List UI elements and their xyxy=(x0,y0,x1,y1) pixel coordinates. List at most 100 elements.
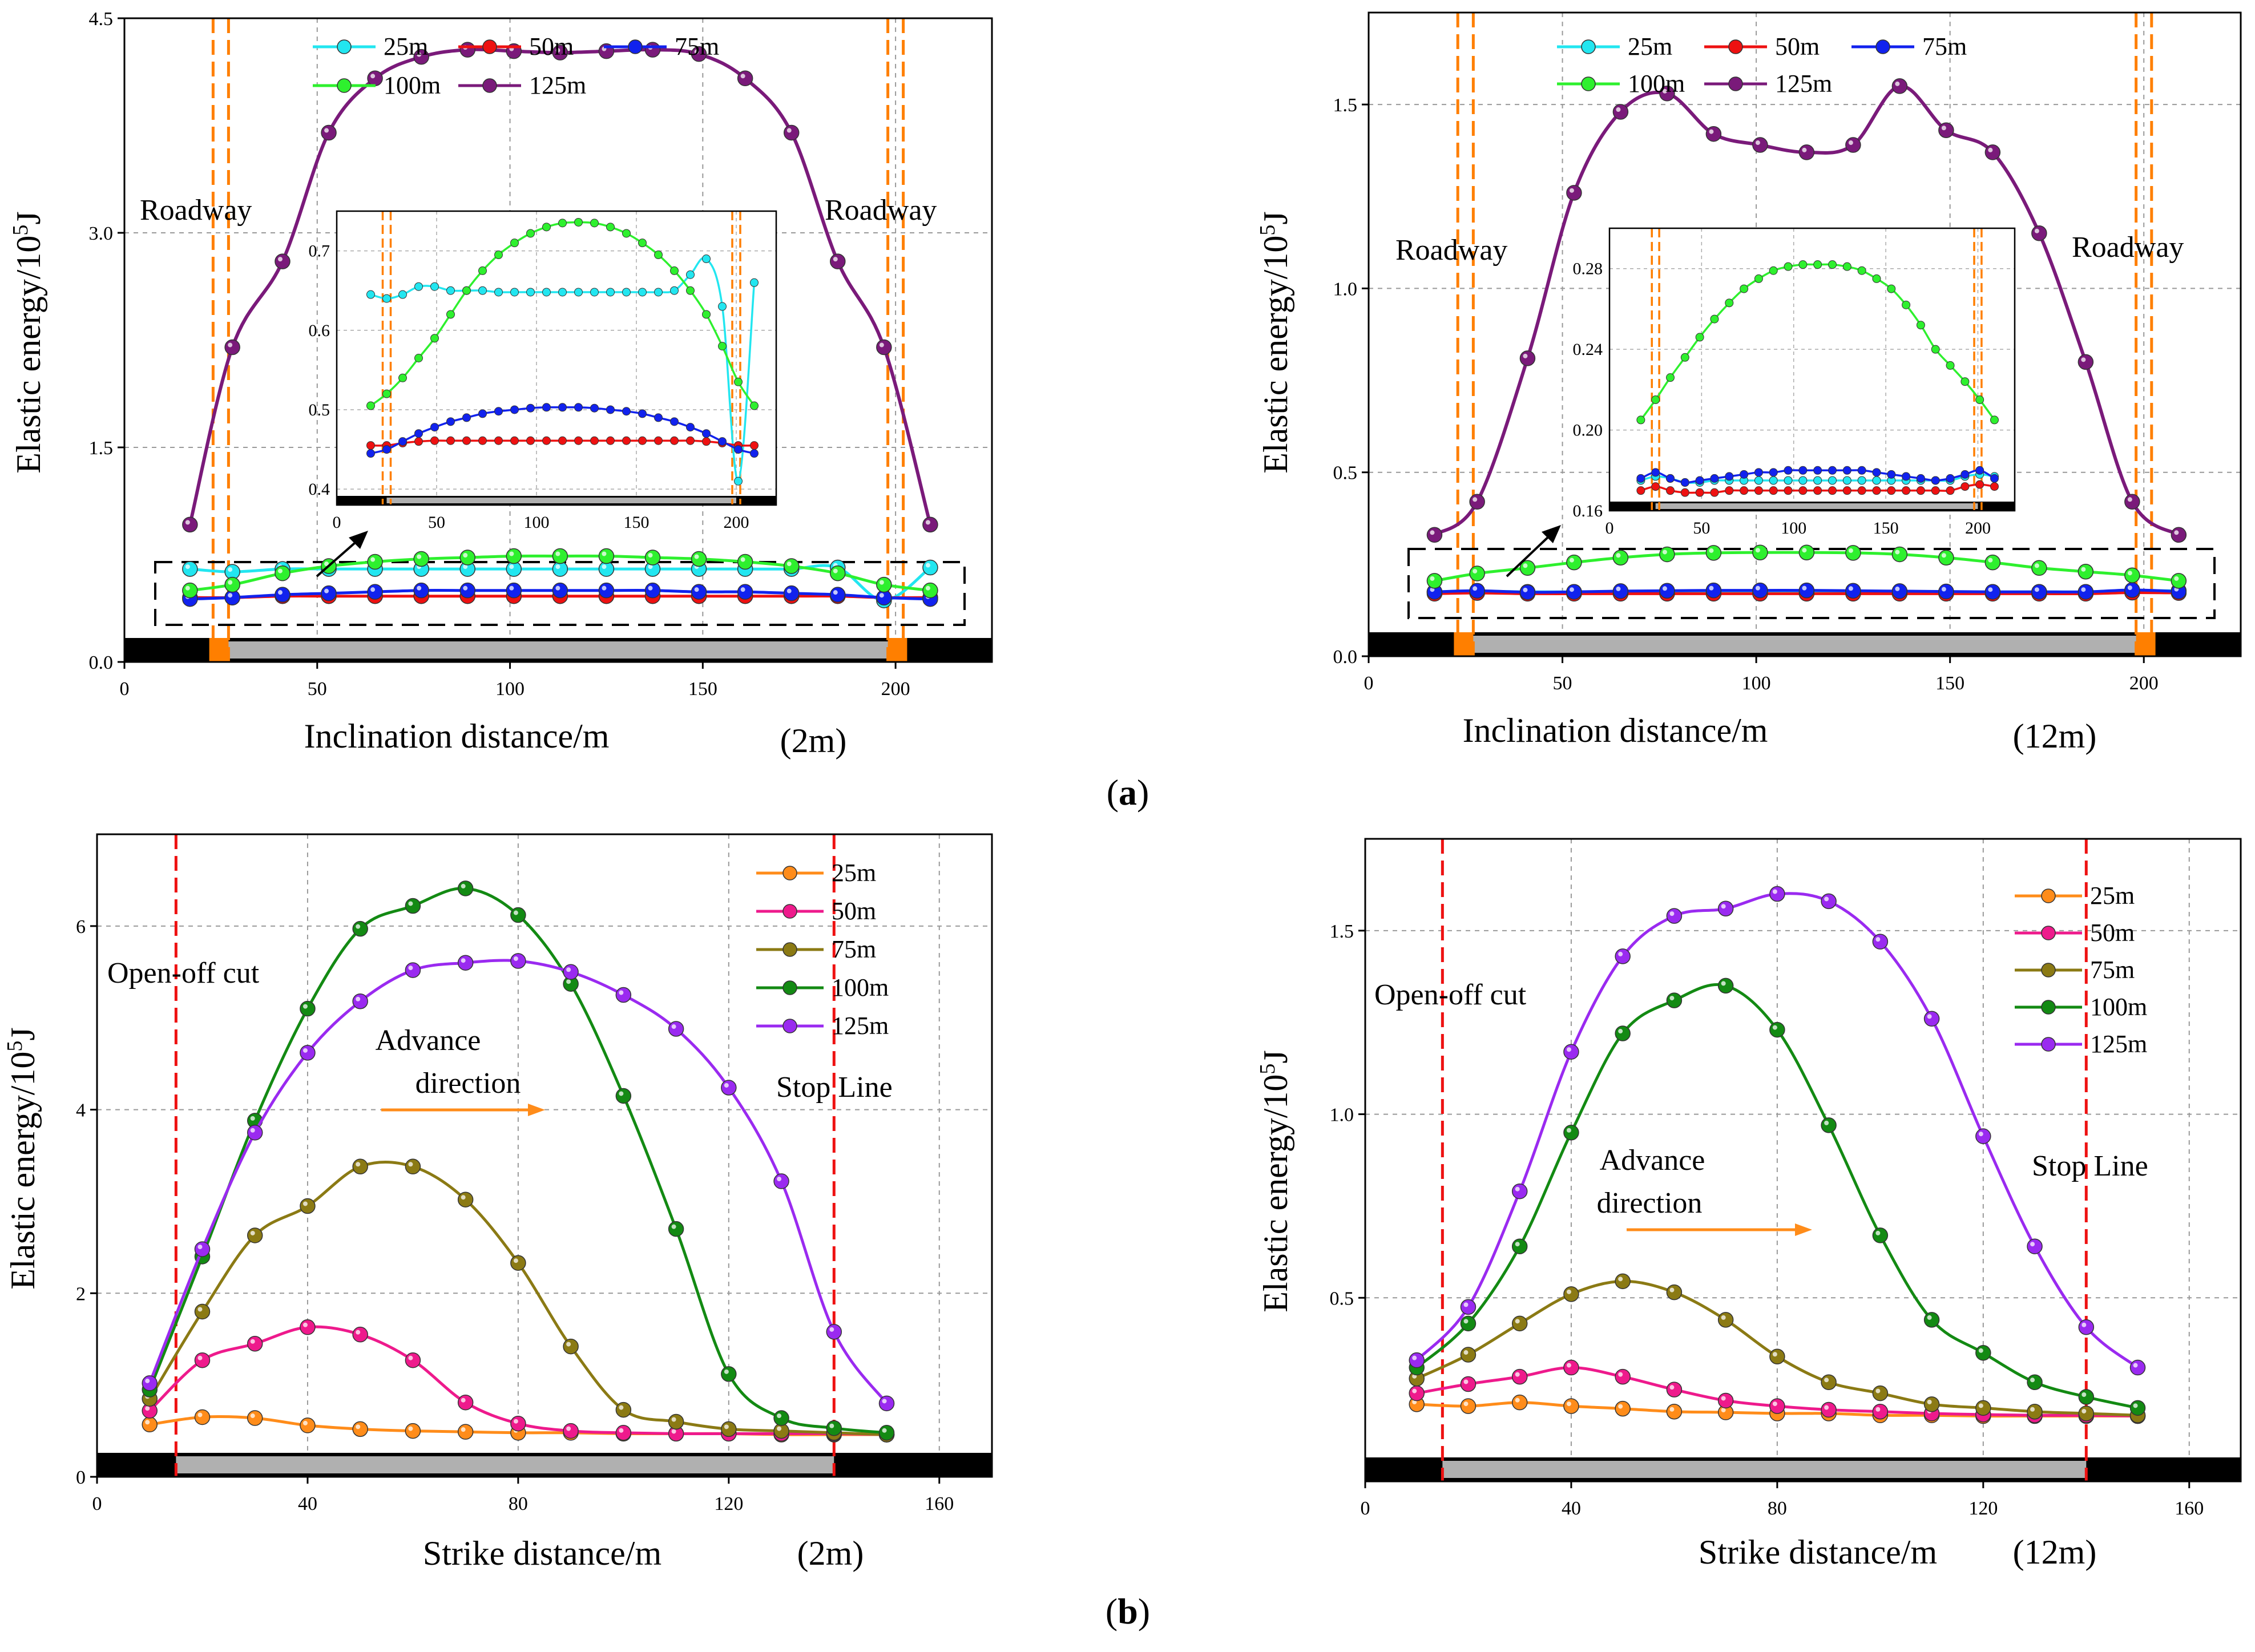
x-tick-label: 50 xyxy=(1553,673,1572,694)
legend-item-125m: 125m xyxy=(2015,1030,2147,1058)
direction-label: direction xyxy=(1597,1187,1703,1219)
inset-data-point xyxy=(446,286,455,295)
legend: 25m 50m 75m 100m 125m xyxy=(313,33,719,99)
inset-data-point xyxy=(542,403,551,412)
inset-data-point xyxy=(510,288,519,297)
data-point xyxy=(1984,144,2001,160)
data-point-highlight xyxy=(1772,1352,1777,1357)
data-point-highlight xyxy=(1412,1355,1417,1360)
data-point xyxy=(1769,1348,1785,1364)
inset-data-point xyxy=(1916,474,1925,483)
data-point-highlight xyxy=(408,901,413,906)
data-point-highlight xyxy=(356,996,361,1001)
legend-label: 50m xyxy=(2090,919,2135,947)
data-point-highlight xyxy=(461,958,466,963)
inset-data-point xyxy=(1931,345,1940,354)
inset-data-point xyxy=(622,229,631,238)
data-point-highlight xyxy=(228,580,233,585)
inset-data-point xyxy=(606,288,615,297)
data-point xyxy=(2124,582,2140,598)
inset-data-point xyxy=(462,286,471,295)
data-point xyxy=(1752,137,1768,153)
data-point-highlight xyxy=(185,585,190,591)
inset-data-point xyxy=(606,436,615,445)
x-tick-label: 80 xyxy=(1768,1498,1787,1519)
advance-arrow-head xyxy=(1795,1223,1812,1236)
data-point xyxy=(1752,544,1768,560)
inset-data-point xyxy=(542,288,551,297)
data-point-highlight xyxy=(228,342,233,348)
data-point-highlight xyxy=(1721,904,1726,909)
data-point xyxy=(142,1375,158,1391)
series-125m xyxy=(1426,78,2187,543)
data-point xyxy=(1666,1382,1683,1397)
data-point-highlight xyxy=(566,967,571,972)
y-tick-label: 1.5 xyxy=(89,438,114,459)
data-point xyxy=(1563,1286,1579,1302)
series-125m xyxy=(142,953,895,1412)
data-point-highlight xyxy=(513,1419,518,1424)
inset-y-tick-label: 0.7 xyxy=(309,242,330,261)
data-point xyxy=(459,550,475,566)
data-point xyxy=(182,561,198,577)
legend-swatch-marker xyxy=(2041,926,2056,940)
inset-data-point xyxy=(1695,488,1704,497)
data-point-highlight xyxy=(829,1423,834,1428)
x-tick-label: 160 xyxy=(2175,1498,2204,1519)
series-line-75m xyxy=(1416,1279,2138,1417)
data-point-highlight xyxy=(1848,548,1853,553)
data-point xyxy=(413,582,429,599)
data-point xyxy=(1615,1025,1631,1041)
inset-data-point xyxy=(446,310,455,319)
data-point xyxy=(2078,1389,2095,1405)
inset-data-point xyxy=(638,288,647,297)
inset-data-point xyxy=(1769,486,1778,495)
data-point-highlight xyxy=(1566,1289,1571,1294)
legend-item-75m: 75m xyxy=(604,33,719,60)
inset-data-point xyxy=(1902,300,1911,309)
data-point-highlight xyxy=(2030,1407,2035,1412)
data-point-highlight xyxy=(1709,585,1714,591)
advance-label: Advance xyxy=(1600,1144,1705,1177)
x-tick-label: 100 xyxy=(495,678,525,700)
data-point-highlight xyxy=(777,1413,782,1419)
legend-label: 75m xyxy=(1922,33,1967,60)
data-point-highlight xyxy=(671,1417,676,1422)
data-point-highlight xyxy=(1566,1047,1571,1052)
data-point xyxy=(1519,350,1536,366)
roadway-label-left: Roadway xyxy=(1395,234,1507,266)
inset-data-point xyxy=(638,239,647,248)
data-point-highlight xyxy=(2081,1322,2087,1327)
inset-data-point xyxy=(1695,333,1704,342)
legend-item-75m: 75m xyxy=(2015,956,2135,984)
inset-data-point xyxy=(1828,476,1837,485)
legend-swatch-marker xyxy=(782,942,797,957)
data-point xyxy=(1717,978,1734,994)
data-point-highlight xyxy=(145,1378,150,1383)
data-point-highlight xyxy=(619,1091,624,1096)
inset-x-tick-label: 200 xyxy=(1965,519,1991,538)
legend-swatch-marker xyxy=(1728,39,1743,54)
inset-data-point xyxy=(1666,474,1675,483)
data-point xyxy=(247,1336,263,1352)
data-point xyxy=(1615,1368,1631,1385)
legend: 25m 50m 75m 100m 125m xyxy=(756,859,889,1040)
zoom-region-box xyxy=(1407,548,2216,619)
data-point-highlight xyxy=(1669,1287,1675,1292)
data-point xyxy=(457,1394,474,1411)
legend-swatch-marker xyxy=(1875,39,1890,54)
data-point-highlight xyxy=(1875,1230,1881,1235)
data-point-highlight xyxy=(197,1355,203,1360)
legend-item-100m: 100m xyxy=(2015,993,2147,1021)
inset-x-tick-label: 100 xyxy=(1781,519,1806,538)
data-point-highlight xyxy=(1978,1132,1983,1137)
inset-data-point xyxy=(1740,284,1749,293)
inset-data-point xyxy=(1680,353,1689,362)
data-point xyxy=(737,554,753,570)
data-point-highlight xyxy=(566,1426,571,1431)
inset-arrow-head xyxy=(1542,525,1561,543)
marker-lines xyxy=(1441,839,2088,1481)
data-point-highlight xyxy=(1515,1372,1520,1377)
inset-arrow-head xyxy=(349,531,368,549)
